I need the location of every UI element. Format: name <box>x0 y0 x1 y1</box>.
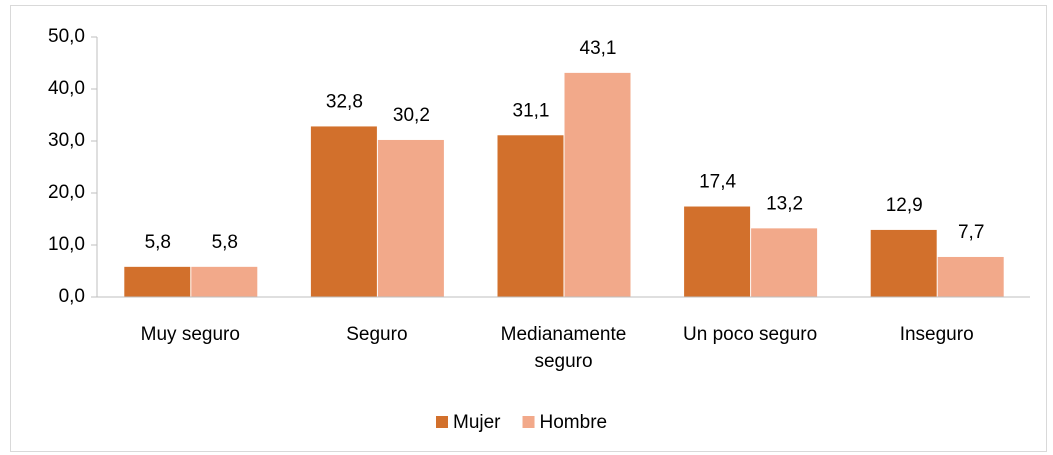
bar <box>564 72 631 297</box>
bar <box>751 228 818 297</box>
legend-swatch <box>436 416 448 428</box>
bar <box>124 266 191 297</box>
x-tick-label: Medianamente seguro <box>500 324 627 372</box>
y-tick-label: 30,0 <box>48 130 85 151</box>
y-tick-label: 0,0 <box>59 286 85 307</box>
y-tick-label: 50,0 <box>48 26 85 47</box>
y-tick-label: 20,0 <box>48 182 85 203</box>
y-tick-label: 10,0 <box>48 234 85 255</box>
legend-label: Hombre <box>540 412 608 433</box>
data-label: 32,8 <box>326 91 363 112</box>
bar <box>497 135 564 297</box>
legend-label: Mujer <box>453 412 501 433</box>
bar <box>684 206 751 297</box>
x-tick-label: Seguro <box>346 324 408 345</box>
legend-swatch <box>522 416 535 428</box>
bar <box>377 139 444 297</box>
data-label: 17,4 <box>699 172 736 193</box>
data-label: 12,9 <box>886 195 923 216</box>
y-tick-label: 40,0 <box>48 78 85 99</box>
data-label: 7,7 <box>958 222 984 243</box>
data-label: 31,1 <box>513 100 550 121</box>
data-label: 30,2 <box>393 105 430 126</box>
bar <box>310 126 377 297</box>
data-label: 5,8 <box>145 232 171 253</box>
data-label: 13,2 <box>766 193 803 214</box>
bar <box>937 256 1004 297</box>
x-tick-label: Muy seguro <box>140 324 240 345</box>
data-label: 5,8 <box>212 232 238 253</box>
data-label: 43,1 <box>580 38 617 59</box>
x-tick-label: Inseguro <box>899 324 974 345</box>
bar <box>191 266 258 297</box>
x-tick-label: Un poco seguro <box>683 324 818 345</box>
bar <box>870 229 937 297</box>
